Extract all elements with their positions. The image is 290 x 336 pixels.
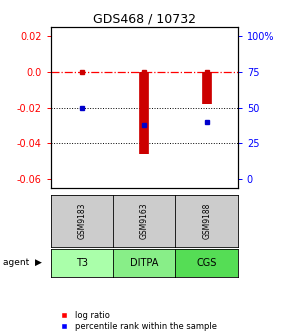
Text: GSM9188: GSM9188 [202, 203, 211, 239]
Text: GSM9183: GSM9183 [77, 203, 86, 239]
Text: GSM9163: GSM9163 [140, 203, 149, 239]
Text: T3: T3 [76, 258, 88, 268]
Text: DITPA: DITPA [130, 258, 158, 268]
Text: agent  ▶: agent ▶ [3, 258, 42, 267]
Title: GDS468 / 10732: GDS468 / 10732 [93, 13, 196, 26]
Text: CGS: CGS [196, 258, 217, 268]
Legend: log ratio, percentile rank within the sample: log ratio, percentile rank within the sa… [55, 310, 218, 332]
